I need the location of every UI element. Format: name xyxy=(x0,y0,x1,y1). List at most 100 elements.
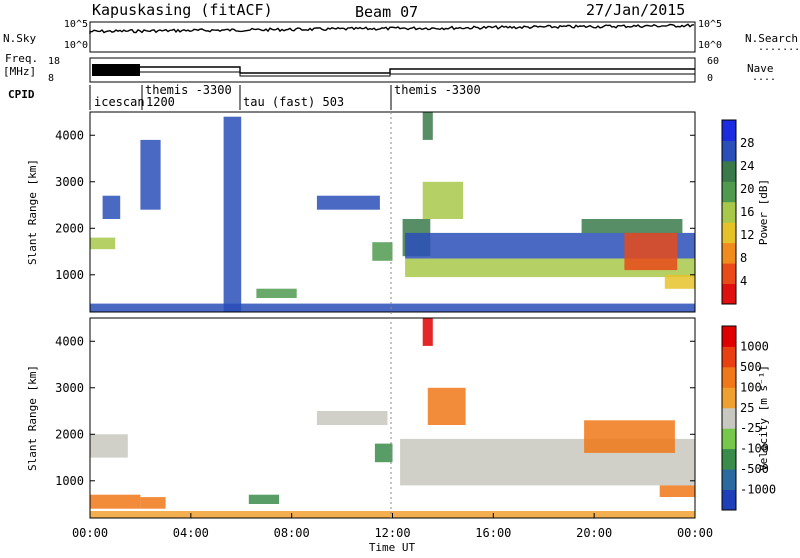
cpid-label: CPID xyxy=(8,88,35,101)
colorbar-swatch xyxy=(722,222,736,244)
colorbar-tick-label: 8 xyxy=(740,251,747,265)
cpid-segment-2b: 1200 xyxy=(146,95,175,109)
y-tick-label: 2000 xyxy=(55,221,84,235)
colorbar-swatch xyxy=(722,448,736,470)
power-frame xyxy=(89,111,696,313)
x-tick-label: 16:00 xyxy=(475,526,511,540)
range-cell xyxy=(405,258,695,278)
nsky-tick-top: 10^5 xyxy=(64,19,88,30)
power-ylabel: Slant Range [km] xyxy=(26,159,39,265)
colorbar-swatch xyxy=(722,326,736,347)
colorbar-swatch xyxy=(722,489,736,511)
nsearch-tick-top: 10^5 xyxy=(698,19,722,30)
range-cell xyxy=(664,274,696,289)
range-cell xyxy=(90,237,116,250)
nsearch-tick-bottom: 10^0 xyxy=(698,40,722,51)
cpid-segment-4: themis -3300 xyxy=(394,83,481,97)
colorbar-swatch xyxy=(722,201,736,223)
velocity-xlabel: Time UT xyxy=(369,541,416,554)
freq-label-2: [MHz] xyxy=(3,65,36,78)
x-tick-label: 20:00 xyxy=(576,526,612,540)
nave-tick-bottom: 0 xyxy=(707,73,713,84)
range-cell xyxy=(584,420,675,453)
freq-tick-bottom: 8 xyxy=(48,73,54,84)
colorbar-tick-label: 100 xyxy=(740,380,762,394)
freq-block-icescan xyxy=(92,64,140,76)
power-colorbar-label: Power [dB] xyxy=(757,179,770,245)
range-cell xyxy=(248,494,280,504)
freq-tick-top: 18 xyxy=(48,56,60,67)
colorbar-swatch xyxy=(722,120,736,141)
nave-tick-top: 60 xyxy=(707,56,719,67)
nsky-label: N.Sky xyxy=(3,32,36,45)
colorbar-swatch xyxy=(722,407,736,429)
range-cell xyxy=(316,195,380,210)
colorbar-tick-label: 16 xyxy=(740,205,754,219)
range-cell xyxy=(90,434,128,458)
velocity-x-axis: 00:00 04:00 08:00 12:00 16:00 20:00 00:00 xyxy=(72,513,713,540)
range-cell xyxy=(581,219,683,233)
colorbar-swatch xyxy=(722,283,736,305)
freq-trace xyxy=(140,66,695,74)
velocity-ylabel: Slant Range [km] xyxy=(26,365,39,471)
colorbar-tick-label: -1000 xyxy=(740,483,776,497)
range-cell xyxy=(140,139,161,210)
range-cell xyxy=(372,242,393,261)
power-y-axis: 1000 2000 3000 4000 xyxy=(55,128,695,282)
range-cell xyxy=(316,411,388,425)
colorbar-swatch xyxy=(722,181,736,203)
y-tick-label: 4000 xyxy=(55,128,84,142)
colorbar-tick-label: 25 xyxy=(740,401,754,415)
freq-trace-lower xyxy=(140,71,695,77)
nave-label: Nave xyxy=(747,62,774,75)
x-tick-label: 04:00 xyxy=(173,526,209,540)
station-title: Kapuskasing (fitACF) xyxy=(92,1,273,19)
velocity-frame xyxy=(89,317,696,519)
cpid-segment-2: themis -3300 xyxy=(145,83,232,97)
power-colorbar: 28 24 20 16 12 8 4 Power [dB] xyxy=(721,119,770,305)
nsky-trace xyxy=(89,23,695,34)
colorbar-swatch xyxy=(722,387,736,409)
colorbar-swatch xyxy=(722,263,736,284)
colorbar-tick-label: 4 xyxy=(740,274,747,288)
colorbar-swatch xyxy=(722,160,736,182)
nave-dots: .... xyxy=(752,72,776,83)
range-cell xyxy=(374,443,393,463)
colorbar-swatch xyxy=(722,428,736,450)
range-cell xyxy=(427,387,466,425)
range-cell xyxy=(659,485,695,497)
power-panel: 1000 2000 3000 4000 Slant Range [km] xyxy=(26,111,696,313)
nsky-tick-bottom: 10^0 xyxy=(64,40,88,51)
velocity-colorbar: 1000 500 100 25 -25 -100 -500 -1000 Velocity [m… xyxy=(721,325,776,511)
x-tick-label: 12:00 xyxy=(374,526,410,540)
velocity-y-axis: 1000 2000 3000 4000 xyxy=(55,334,695,488)
colorbar-tick-label: 500 xyxy=(740,360,762,374)
colorbar-tick-label: 28 xyxy=(740,136,754,150)
colorbar-tick-label: 20 xyxy=(740,182,754,196)
velocity-marks xyxy=(90,318,695,518)
colorbar-frame xyxy=(721,325,737,511)
y-tick-label: 4000 xyxy=(55,334,84,348)
range-cell xyxy=(422,112,433,140)
x-tick-label: 00:00 xyxy=(72,526,108,540)
x-tick-label: 08:00 xyxy=(274,526,310,540)
colorbar-tick-label: -25 xyxy=(740,421,762,435)
range-cell xyxy=(624,232,678,271)
range-cell xyxy=(422,181,463,219)
beam-title: Beam 07 xyxy=(355,3,418,21)
range-cell xyxy=(422,318,433,346)
range-cell xyxy=(256,288,297,298)
y-tick-label: 1000 xyxy=(55,268,84,282)
cpid-segment-3: tau (fast) 503 xyxy=(243,95,344,109)
colorbar-frame xyxy=(721,119,737,305)
colorbar-tick-label: 24 xyxy=(740,159,754,173)
y-tick-label: 1000 xyxy=(55,474,84,488)
colorbar-swatch xyxy=(722,366,736,388)
colorbar-tick-label: 1000 xyxy=(740,339,769,353)
freq-panel xyxy=(89,57,696,83)
colorbar-tick-label: -100 xyxy=(740,442,769,456)
range-cell xyxy=(102,195,121,219)
range-cell xyxy=(90,303,695,312)
x-tick-label: 00:00 xyxy=(677,526,713,540)
